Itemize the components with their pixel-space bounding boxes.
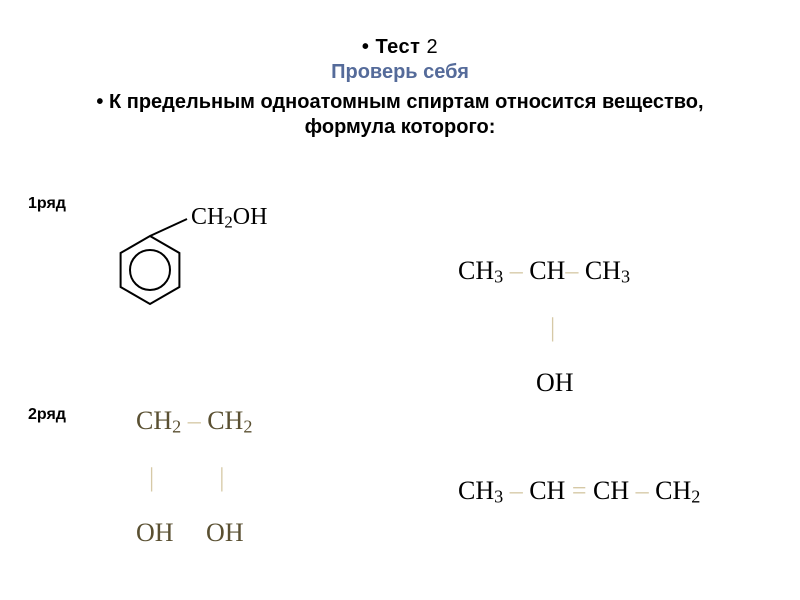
butene-structure: CH3 – CH = CH – CH2 xyxy=(432,450,700,534)
slide-canvas: • Тест 2 Проверь себя • К предельным одн… xyxy=(0,0,800,600)
test-label: Тест xyxy=(375,36,420,58)
glycol-bonds: | | xyxy=(136,463,224,492)
bullet-dot-2: • xyxy=(96,90,103,115)
benzyl-alcohol-structure xyxy=(105,210,205,325)
test-line: • Тест 2 xyxy=(0,36,800,59)
question-block: • К предельным одноатомным спиртам относ… xyxy=(0,90,800,140)
glycol-line1: CH2 – CH2 xyxy=(136,406,252,435)
benzyl-ch2oh-label: CH2OH xyxy=(191,204,267,232)
benzene-ring-icon xyxy=(105,210,205,320)
glycol-oh: OH OH xyxy=(136,518,244,547)
question-line2: формула которого: xyxy=(305,116,496,138)
butene-text: CH3 – CH = CH – CH2 xyxy=(458,476,700,505)
question-line1: К предельным одноатомным спиртам относит… xyxy=(109,91,704,113)
test-number: 2 xyxy=(427,36,439,58)
isopropanol-bond-vertical: | xyxy=(550,314,555,341)
isopropanol-structure: CH3 – CH– CH3 | OH xyxy=(432,230,630,424)
row1-label: 1ряд xyxy=(28,195,66,213)
glycol-structure: CH2 – CH2 | | OH OH xyxy=(110,380,252,574)
isopropanol-line1: CH3 – CH– CH3 xyxy=(458,256,630,285)
isopropanol-oh: OH xyxy=(536,369,574,396)
subtitle: Проверь себя xyxy=(0,61,800,84)
header-block: • Тест 2 Проверь себя • К предельным одн… xyxy=(0,0,800,140)
bullet-dot: • xyxy=(362,36,370,59)
row2-label: 2ряд xyxy=(28,406,66,424)
